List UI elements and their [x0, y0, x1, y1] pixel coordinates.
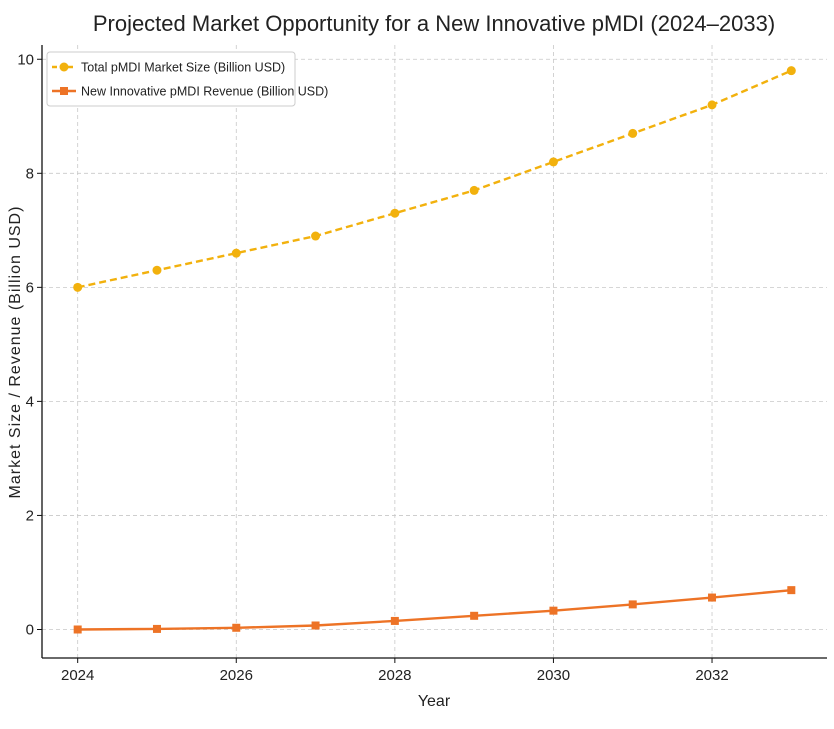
legend-label: Total pMDI Market Size (Billion USD): [81, 61, 285, 75]
series-2: [73, 586, 796, 634]
data-point: [73, 625, 82, 634]
series-line: [77, 588, 792, 631]
legend-marker: [60, 87, 68, 95]
data-point: [390, 208, 400, 218]
data-point: [73, 282, 83, 292]
x-tick-label: 2028: [378, 667, 411, 684]
data-point: [787, 586, 796, 595]
y-tick-label: 6: [26, 279, 34, 296]
data-point: [390, 616, 399, 625]
axes: [41, 45, 827, 659]
y-ticks: 0 2 4 6 8 10: [17, 51, 42, 638]
data-point: [152, 624, 161, 633]
legend-entry: Total pMDI Market Size (Billion USD): [52, 61, 285, 75]
y-tick-label: 4: [26, 393, 34, 410]
y-tick-label: 0: [26, 621, 34, 638]
legend: Total pMDI Market Size (Billion USD) New …: [46, 51, 328, 107]
data-point: [470, 611, 479, 620]
x-ticks: 2024 2026 2028 2030 2032: [61, 658, 729, 684]
data-point: [628, 600, 637, 609]
legend-box: [46, 51, 296, 107]
data-point: [707, 100, 717, 110]
legend-label: New Innovative pMDI Revenue (Billion USD…: [81, 85, 328, 99]
series-line: [77, 69, 792, 289]
data-point: [549, 606, 558, 615]
data-point: [786, 66, 796, 76]
y-axis-label: Market Size / Revenue (Billion USD): [7, 206, 24, 499]
data-point: [311, 621, 320, 630]
data-point: [311, 231, 321, 241]
x-tick-label: 2032: [695, 667, 728, 684]
data-point: [628, 128, 638, 138]
data-point: [708, 593, 717, 602]
y-tick-label: 8: [26, 165, 34, 182]
legend-marker: [59, 62, 69, 72]
x-tick-label: 2026: [220, 667, 253, 684]
y-tick-label: 2: [26, 507, 34, 524]
data-point: [548, 157, 558, 167]
x-tick-label: 2030: [537, 667, 570, 684]
chart-title: Projected Market Opportunity for a New I…: [93, 11, 775, 36]
grid: [42, 45, 827, 658]
y-tick-label: 10: [17, 51, 34, 68]
data-point: [232, 623, 241, 632]
legend-entry: New Innovative pMDI Revenue (Billion USD…: [52, 85, 328, 99]
x-tick-label: 2024: [61, 667, 94, 684]
series-1: [73, 66, 796, 292]
x-axis-label: Year: [418, 693, 451, 710]
data-point: [231, 248, 241, 258]
data-point: [469, 185, 479, 195]
data-point: [152, 265, 162, 275]
series: [73, 66, 796, 634]
